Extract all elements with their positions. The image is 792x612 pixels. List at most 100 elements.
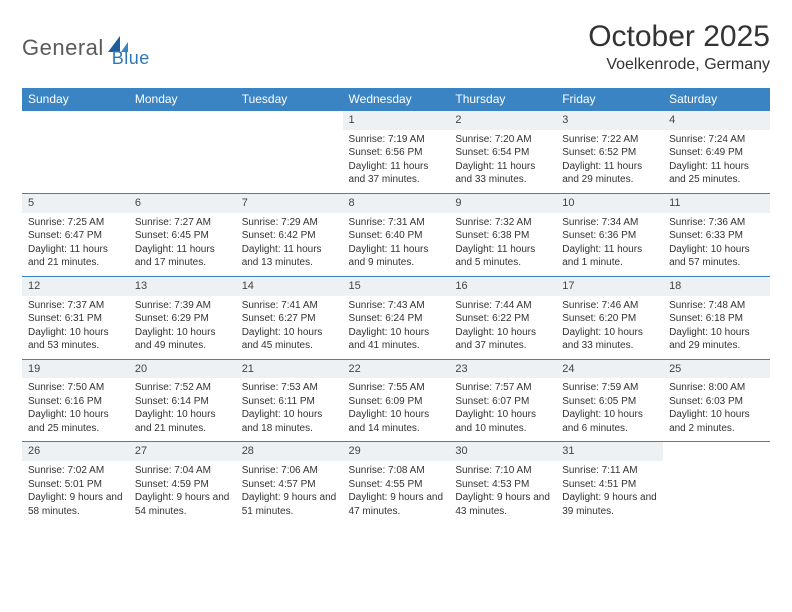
day-number-cell: 10 bbox=[556, 193, 663, 212]
sunrise-text: Sunrise: 7:53 AM bbox=[242, 381, 337, 395]
day-number-cell: 9 bbox=[449, 193, 556, 212]
day-detail-cell: Sunrise: 7:53 AMSunset: 6:11 PMDaylight:… bbox=[236, 378, 343, 442]
sunset-text: Sunset: 6:47 PM bbox=[28, 229, 123, 243]
day-number-cell: 22 bbox=[343, 359, 450, 378]
day-number-row: 262728293031 bbox=[22, 442, 770, 461]
day-number-row: 1234 bbox=[22, 111, 770, 130]
day-detail-cell: Sunrise: 7:57 AMSunset: 6:07 PMDaylight:… bbox=[449, 378, 556, 442]
sunset-text: Sunset: 6:18 PM bbox=[669, 312, 764, 326]
day-number-cell: 20 bbox=[129, 359, 236, 378]
calendar-table: Sunday Monday Tuesday Wednesday Thursday… bbox=[22, 88, 770, 524]
sunrise-text: Sunrise: 7:22 AM bbox=[562, 133, 657, 147]
sunset-text: Sunset: 6:22 PM bbox=[455, 312, 550, 326]
day-number-cell: 23 bbox=[449, 359, 556, 378]
sunrise-text: Sunrise: 7:59 AM bbox=[562, 381, 657, 395]
day-detail-cell bbox=[236, 130, 343, 194]
sunrise-text: Sunrise: 7:27 AM bbox=[135, 216, 230, 230]
day-detail-row: Sunrise: 7:02 AMSunset: 5:01 PMDaylight:… bbox=[22, 461, 770, 524]
sunset-text: Sunset: 6:52 PM bbox=[562, 146, 657, 160]
daylight-text: Daylight: 10 hours and 29 minutes. bbox=[669, 326, 764, 353]
sunset-text: Sunset: 6:03 PM bbox=[669, 395, 764, 409]
day-detail-cell: Sunrise: 7:41 AMSunset: 6:27 PMDaylight:… bbox=[236, 296, 343, 360]
sunset-text: Sunset: 6:36 PM bbox=[562, 229, 657, 243]
sunset-text: Sunset: 6:33 PM bbox=[669, 229, 764, 243]
sunrise-text: Sunrise: 7:11 AM bbox=[562, 464, 657, 478]
sunset-text: Sunset: 6:54 PM bbox=[455, 146, 550, 160]
sunset-text: Sunset: 4:51 PM bbox=[562, 478, 657, 492]
day-detail-cell: Sunrise: 7:48 AMSunset: 6:18 PMDaylight:… bbox=[663, 296, 770, 360]
day-header: Sunday bbox=[22, 88, 129, 111]
logo-text-blue: Blue bbox=[112, 48, 150, 69]
day-detail-row: Sunrise: 7:19 AMSunset: 6:56 PMDaylight:… bbox=[22, 130, 770, 194]
daylight-text: Daylight: 10 hours and 45 minutes. bbox=[242, 326, 337, 353]
day-number-cell: 13 bbox=[129, 276, 236, 295]
day-number-cell: 21 bbox=[236, 359, 343, 378]
daylight-text: Daylight: 10 hours and 37 minutes. bbox=[455, 326, 550, 353]
day-detail-cell: Sunrise: 7:20 AMSunset: 6:54 PMDaylight:… bbox=[449, 130, 556, 194]
sunrise-text: Sunrise: 7:36 AM bbox=[669, 216, 764, 230]
day-detail-cell: Sunrise: 7:52 AMSunset: 6:14 PMDaylight:… bbox=[129, 378, 236, 442]
day-number-cell: 14 bbox=[236, 276, 343, 295]
day-detail-row: Sunrise: 7:50 AMSunset: 6:16 PMDaylight:… bbox=[22, 378, 770, 442]
day-number-cell bbox=[663, 442, 770, 461]
sunset-text: Sunset: 6:05 PM bbox=[562, 395, 657, 409]
day-number-cell bbox=[22, 111, 129, 130]
day-number-cell: 19 bbox=[22, 359, 129, 378]
sunset-text: Sunset: 6:24 PM bbox=[349, 312, 444, 326]
month-title: October 2025 bbox=[588, 20, 770, 54]
sunrise-text: Sunrise: 7:46 AM bbox=[562, 299, 657, 313]
day-header: Tuesday bbox=[236, 88, 343, 111]
day-detail-cell: Sunrise: 7:25 AMSunset: 6:47 PMDaylight:… bbox=[22, 213, 129, 277]
daylight-text: Daylight: 10 hours and 10 minutes. bbox=[455, 408, 550, 435]
daylight-text: Daylight: 11 hours and 13 minutes. bbox=[242, 243, 337, 270]
sunrise-text: Sunrise: 7:48 AM bbox=[669, 299, 764, 313]
day-header: Monday bbox=[129, 88, 236, 111]
daylight-text: Daylight: 10 hours and 6 minutes. bbox=[562, 408, 657, 435]
day-header-row: Sunday Monday Tuesday Wednesday Thursday… bbox=[22, 88, 770, 111]
daylight-text: Daylight: 11 hours and 25 minutes. bbox=[669, 160, 764, 187]
daylight-text: Daylight: 10 hours and 25 minutes. bbox=[28, 408, 123, 435]
sunset-text: Sunset: 4:55 PM bbox=[349, 478, 444, 492]
sunset-text: Sunset: 6:29 PM bbox=[135, 312, 230, 326]
sunset-text: Sunset: 6:40 PM bbox=[349, 229, 444, 243]
sunrise-text: Sunrise: 7:32 AM bbox=[455, 216, 550, 230]
day-detail-cell: Sunrise: 7:10 AMSunset: 4:53 PMDaylight:… bbox=[449, 461, 556, 524]
day-detail-cell: Sunrise: 7:04 AMSunset: 4:59 PMDaylight:… bbox=[129, 461, 236, 524]
day-detail-row: Sunrise: 7:25 AMSunset: 6:47 PMDaylight:… bbox=[22, 213, 770, 277]
day-detail-cell: Sunrise: 7:50 AMSunset: 6:16 PMDaylight:… bbox=[22, 378, 129, 442]
day-number-cell: 15 bbox=[343, 276, 450, 295]
daylight-text: Daylight: 11 hours and 5 minutes. bbox=[455, 243, 550, 270]
day-detail-cell: Sunrise: 7:06 AMSunset: 4:57 PMDaylight:… bbox=[236, 461, 343, 524]
title-block: October 2025 Voelkenrode, Germany bbox=[588, 20, 770, 74]
day-number-cell: 12 bbox=[22, 276, 129, 295]
sunset-text: Sunset: 4:53 PM bbox=[455, 478, 550, 492]
daylight-text: Daylight: 9 hours and 58 minutes. bbox=[28, 491, 123, 518]
day-number-row: 12131415161718 bbox=[22, 276, 770, 295]
daylight-text: Daylight: 10 hours and 53 minutes. bbox=[28, 326, 123, 353]
day-number-cell: 25 bbox=[663, 359, 770, 378]
day-number-cell: 4 bbox=[663, 111, 770, 130]
sunrise-text: Sunrise: 7:44 AM bbox=[455, 299, 550, 313]
daylight-text: Daylight: 10 hours and 41 minutes. bbox=[349, 326, 444, 353]
day-number-cell: 29 bbox=[343, 442, 450, 461]
daylight-text: Daylight: 9 hours and 43 minutes. bbox=[455, 491, 550, 518]
sunrise-text: Sunrise: 7:52 AM bbox=[135, 381, 230, 395]
day-header: Wednesday bbox=[343, 88, 450, 111]
daylight-text: Daylight: 9 hours and 54 minutes. bbox=[135, 491, 230, 518]
day-detail-cell bbox=[663, 461, 770, 524]
day-detail-cell: Sunrise: 7:08 AMSunset: 4:55 PMDaylight:… bbox=[343, 461, 450, 524]
day-number-cell bbox=[129, 111, 236, 130]
day-number-cell: 24 bbox=[556, 359, 663, 378]
day-number-cell: 8 bbox=[343, 193, 450, 212]
day-header: Friday bbox=[556, 88, 663, 111]
day-detail-cell: Sunrise: 7:59 AMSunset: 6:05 PMDaylight:… bbox=[556, 378, 663, 442]
day-number-cell: 28 bbox=[236, 442, 343, 461]
daylight-text: Daylight: 10 hours and 14 minutes. bbox=[349, 408, 444, 435]
day-detail-cell: Sunrise: 7:24 AMSunset: 6:49 PMDaylight:… bbox=[663, 130, 770, 194]
day-number-cell: 7 bbox=[236, 193, 343, 212]
sunrise-text: Sunrise: 7:39 AM bbox=[135, 299, 230, 313]
sunrise-text: Sunrise: 7:06 AM bbox=[242, 464, 337, 478]
day-number-cell: 11 bbox=[663, 193, 770, 212]
daylight-text: Daylight: 11 hours and 1 minute. bbox=[562, 243, 657, 270]
daylight-text: Daylight: 10 hours and 2 minutes. bbox=[669, 408, 764, 435]
